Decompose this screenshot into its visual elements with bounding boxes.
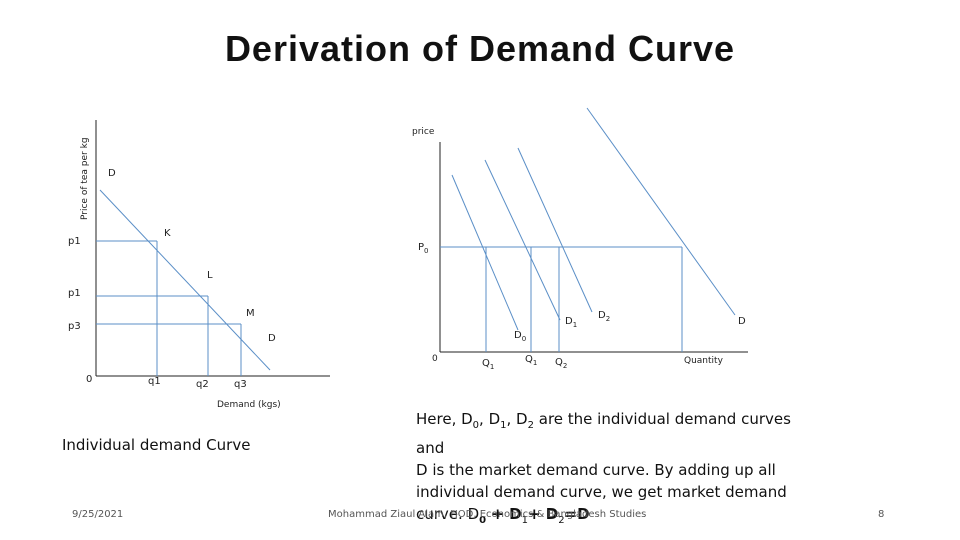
curve-market-d-label: D (738, 316, 746, 327)
left-curve-label-bottom: D (268, 333, 276, 344)
left-curve-label-top: D (108, 168, 116, 179)
right-origin-label: 0 (432, 354, 438, 364)
page-title: Derivation of Demand Curve (224, 28, 736, 69)
curve-d0-label: D0 (514, 330, 527, 343)
right-quantity-label-q1a: Q1 (482, 358, 495, 371)
curve-d0 (451, 174, 519, 331)
right-quantity-label-q1b: Q1 (525, 354, 538, 367)
right-y-axis-label: price (412, 127, 435, 137)
point-k-label: K (164, 228, 171, 239)
left-x-axis-label: Demand (kgs) (217, 400, 281, 410)
footer-date: 9/25/2021 (72, 509, 124, 520)
left-demand-curve (99, 189, 271, 371)
point-l-label: L (207, 270, 213, 281)
description-paragraph: Here, D0, D1, D2 are the individual dema… (416, 410, 791, 526)
left-origin-label: 0 (86, 374, 93, 385)
curve-d2 (517, 147, 593, 313)
price-label-p3: p3 (68, 321, 81, 332)
footer-author: Mohammad Ziaul Alam, HOD, Economics & Ba… (328, 509, 647, 520)
quantity-label-q3: q3 (234, 379, 247, 390)
left-y-axis-label: Price of tea per kg (80, 137, 90, 220)
right-quantity-label-q2: Q2 (555, 357, 568, 370)
footer-page-number: 8 (878, 509, 885, 520)
right-x-axis-label: Quantity (684, 356, 723, 366)
curve-market-d (586, 107, 736, 316)
price-label-p1-top: p1 (68, 236, 81, 247)
curve-d2-label: D2 (598, 310, 611, 323)
point-m-label: M (246, 308, 255, 319)
quantity-label-q1: q1 (148, 376, 161, 387)
curve-d1 (484, 159, 561, 321)
quantity-label-q2: q2 (196, 379, 209, 390)
price-label-p1-mid: p1 (68, 288, 81, 299)
curve-d1-label: D1 (565, 316, 578, 329)
right-price-label-p0: P0 (418, 242, 429, 255)
left-chart-caption: Individual demand Curve (62, 436, 251, 454)
